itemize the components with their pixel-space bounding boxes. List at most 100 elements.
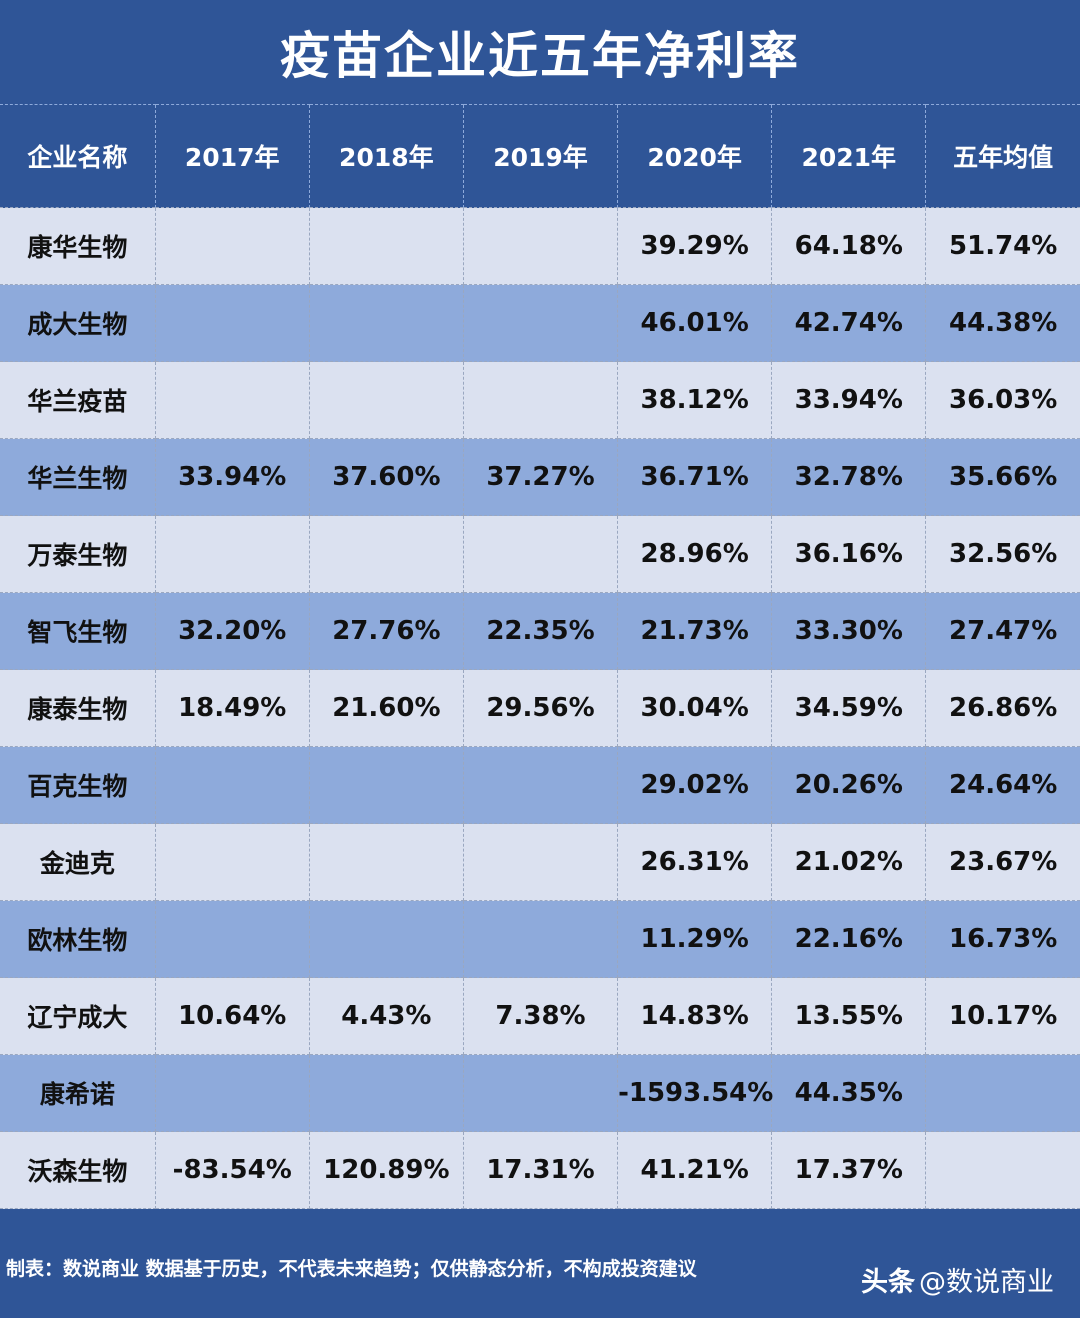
company-name-cell: 辽宁成大 (0, 977, 156, 1055)
column-header: 企业名称 (0, 104, 156, 208)
margin-cell: 21.73% (617, 592, 773, 670)
margin-cell: 24.64% (925, 746, 1080, 824)
margin-cell: 34.59% (771, 669, 927, 747)
table-row: 康希诺 -1593.54% 44.35% (0, 1054, 1080, 1132)
margin-cell: 36.16% (771, 515, 927, 593)
margin-cell: 27.47% (925, 592, 1080, 670)
margin-cell: 10.17% (925, 977, 1080, 1055)
margin-cell: 44.35% (771, 1054, 927, 1132)
margin-cell (308, 1054, 464, 1132)
margin-cell: 35.66% (925, 438, 1080, 516)
column-header: 2017年 (154, 104, 310, 208)
company-name-cell: 金迪克 (0, 823, 156, 901)
net-margin-table: 企业名称 2017年 2018年 2019年 2020年 2021年 五年均值 … (0, 104, 1080, 1209)
margin-cell: 18.49% (154, 669, 310, 747)
page-title: 疫苗企业近五年净利率 (280, 27, 800, 85)
margin-cell: 32.56% (925, 515, 1080, 593)
margin-cell: 37.60% (308, 438, 464, 516)
margin-cell: 32.78% (771, 438, 927, 516)
margin-cell: 14.83% (617, 977, 773, 1055)
margin-cell: 17.37% (771, 1131, 927, 1209)
margin-cell: 36.71% (617, 438, 773, 516)
footer: 制表：数说商业 数据基于历史，不代表未来趋势；仅供静态分析，不构成投资建议 头条… (0, 1216, 1080, 1318)
company-name-cell: 欧林生物 (0, 900, 156, 978)
margin-cell (925, 1131, 1080, 1209)
margin-cell: 16.73% (925, 900, 1080, 978)
margin-cell (462, 823, 619, 901)
margin-cell (308, 900, 464, 978)
margin-cell: 26.86% (925, 669, 1080, 747)
margin-cell: 11.29% (617, 900, 773, 978)
company-name-cell: 康泰生物 (0, 669, 156, 747)
table-row: 华兰疫苗 38.12% 33.94% 36.03% (0, 361, 1080, 439)
company-name-cell: 沃森生物 (0, 1131, 156, 1209)
margin-cell (154, 284, 310, 362)
header-row: 企业名称 2017年 2018年 2019年 2020年 2021年 五年均值 (0, 104, 1080, 208)
margin-cell: 39.29% (617, 207, 773, 285)
margin-cell: 32.20% (154, 592, 310, 670)
margin-cell: 33.94% (154, 438, 310, 516)
company-name-cell: 成大生物 (0, 284, 156, 362)
margin-cell: -83.54% (154, 1131, 310, 1209)
company-name-cell: 华兰生物 (0, 438, 156, 516)
table-row: 智飞生物 32.20% 27.76% 22.35% 21.73% 33.30% 27.47% (0, 592, 1080, 670)
margin-cell: 120.89% (308, 1131, 464, 1209)
margin-cell: 30.04% (617, 669, 773, 747)
column-header: 2021年 (771, 104, 926, 208)
margin-cell (462, 207, 619, 285)
margin-cell (462, 746, 619, 824)
margin-cell: 22.35% (462, 592, 619, 670)
margin-cell (462, 284, 619, 362)
margin-cell: 64.18% (771, 207, 927, 285)
margin-cell: 28.96% (617, 515, 773, 593)
column-header: 2020年 (617, 104, 772, 208)
margin-cell: 4.43% (308, 977, 464, 1055)
margin-cell (462, 900, 619, 978)
column-header: 2019年 (462, 104, 618, 208)
margin-cell: 17.31% (462, 1131, 619, 1209)
margin-cell (154, 207, 310, 285)
margin-cell (308, 361, 464, 439)
margin-cell: 36.03% (925, 361, 1080, 439)
company-name-cell: 康华生物 (0, 207, 156, 285)
table-row: 华兰生物 33.94% 37.60% 37.27% 36.71% 32.78% 35.66% (0, 438, 1080, 516)
column-header: 2018年 (308, 104, 464, 208)
brand-handle: @数说商业 (919, 1267, 1054, 1298)
margin-cell: 29.02% (617, 746, 773, 824)
margin-cell (308, 515, 464, 593)
margin-cell: 21.60% (308, 669, 464, 747)
company-name-cell: 智飞生物 (0, 592, 156, 670)
margin-cell (308, 823, 464, 901)
margin-cell: 41.21% (617, 1131, 773, 1209)
margin-cell: 42.74% (771, 284, 927, 362)
table-row: 成大生物 46.01% 42.74% 44.38% (0, 284, 1080, 362)
margin-cell (308, 207, 464, 285)
margin-cell (154, 900, 310, 978)
margin-cell: 51.74% (925, 207, 1080, 285)
table-row: 金迪克 26.31% 21.02% 23.67% (0, 823, 1080, 901)
table-row: 康泰生物 18.49% 21.60% 29.56% 30.04% 34.59% 26.86% (0, 669, 1080, 747)
margin-cell (925, 1054, 1080, 1132)
brand-name: 头条 (861, 1267, 915, 1298)
margin-cell: 29.56% (462, 669, 619, 747)
column-header: 五年均值 (925, 104, 1080, 208)
margin-cell (154, 1054, 310, 1132)
table-row: 百克生物 29.02% 20.26% 24.64% (0, 746, 1080, 824)
brand-watermark: 头条 @数说商业 (861, 1260, 1054, 1299)
margin-cell: 7.38% (462, 977, 619, 1055)
margin-cell (462, 515, 619, 593)
margin-cell: 10.64% (154, 977, 310, 1055)
margin-cell (154, 515, 310, 593)
margin-cell: 21.02% (771, 823, 927, 901)
margin-cell: 27.76% (308, 592, 464, 670)
margin-cell: 37.27% (462, 438, 619, 516)
margin-cell: 33.30% (771, 592, 927, 670)
margin-cell (462, 1054, 619, 1132)
margin-cell: 46.01% (617, 284, 773, 362)
table-row: 欧林生物 11.29% 22.16% 16.73% (0, 900, 1080, 978)
margin-cell: 44.38% (925, 284, 1080, 362)
margin-cell: 23.67% (925, 823, 1080, 901)
margin-cell: 38.12% (617, 361, 773, 439)
margin-cell (462, 361, 619, 439)
